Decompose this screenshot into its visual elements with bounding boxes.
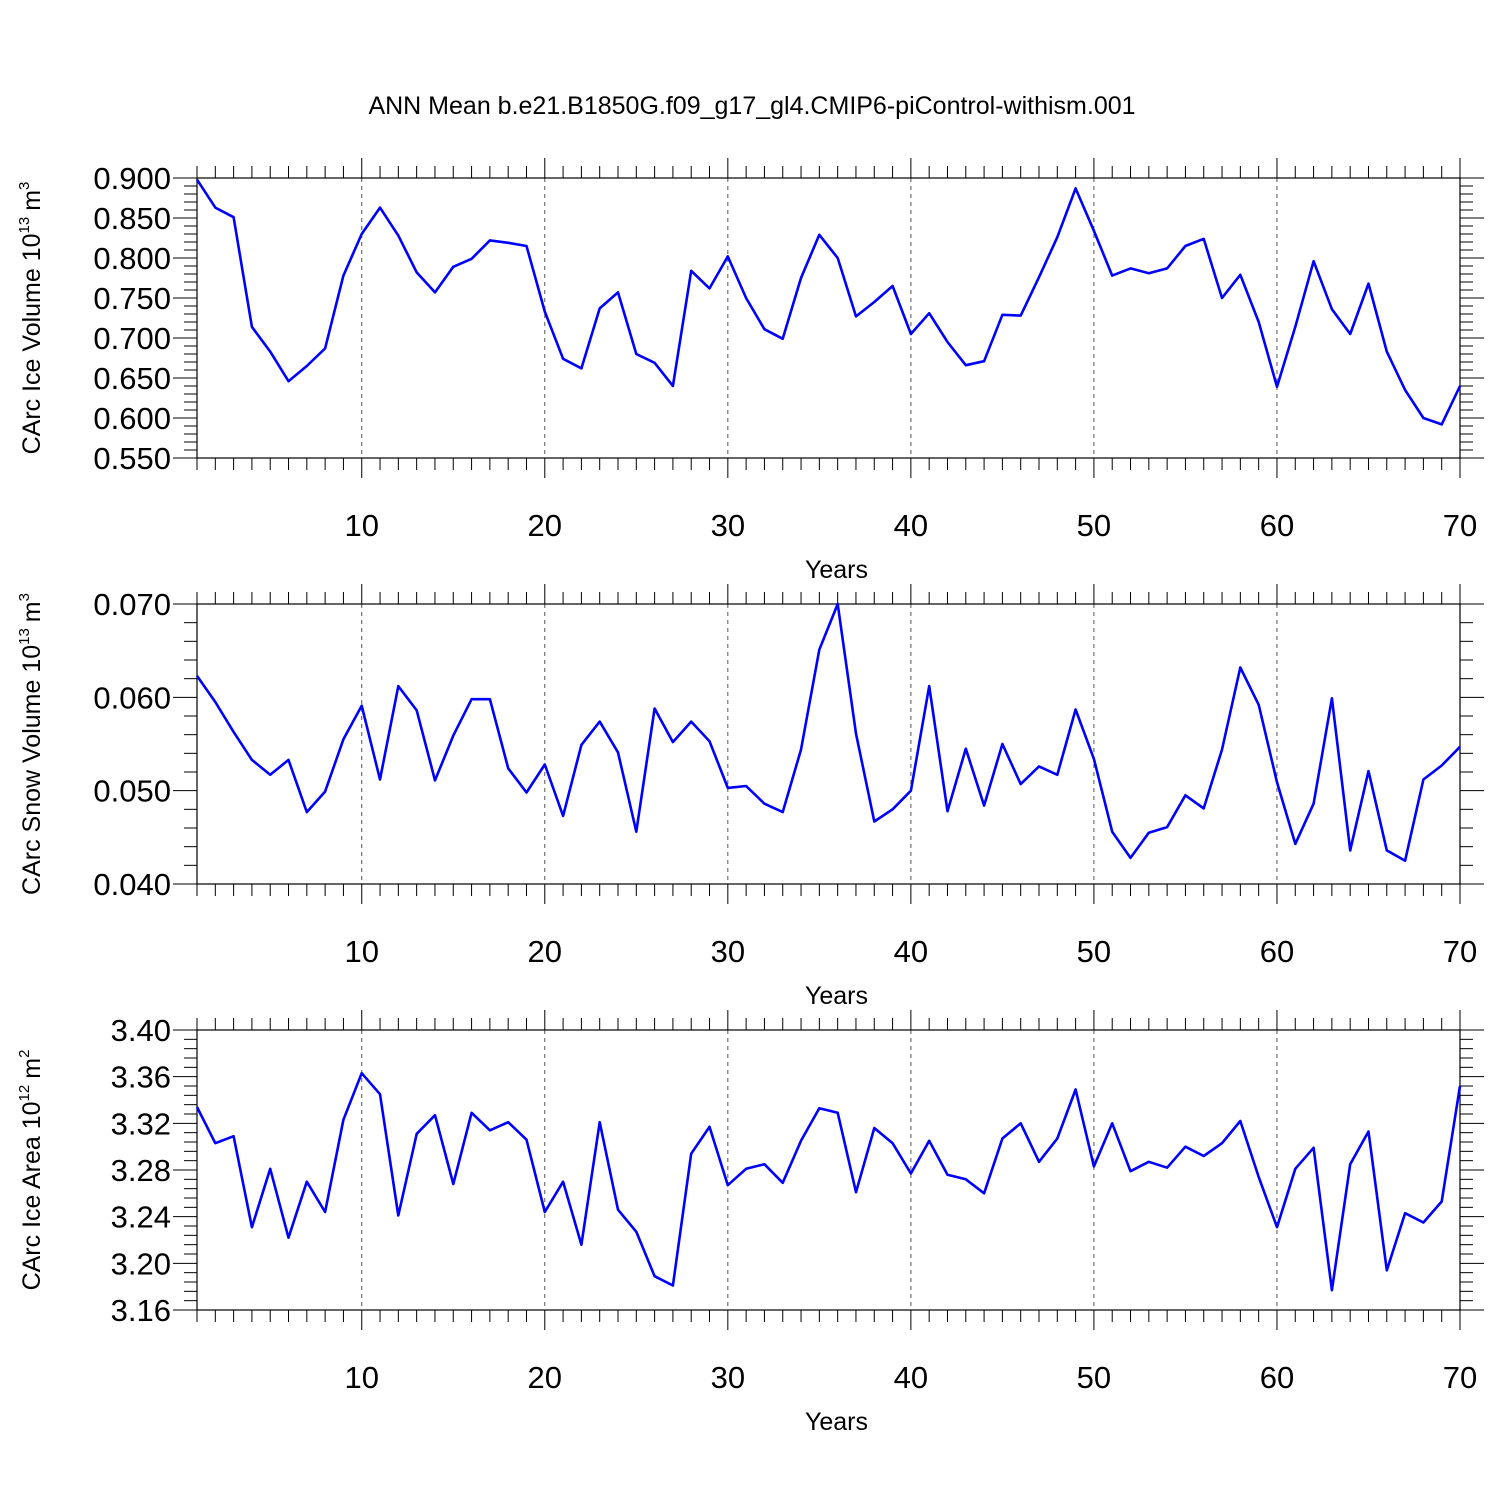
y-tick-label: 0.800 bbox=[93, 241, 171, 276]
y-tick-label: 0.850 bbox=[93, 201, 171, 236]
series-line bbox=[195, 602, 1461, 863]
x-tick-label: 50 bbox=[1077, 508, 1111, 543]
y-tick-label: 3.32 bbox=[111, 1106, 171, 1141]
y-axis-label: CArc Snow Volume 1013 m3 bbox=[16, 593, 46, 895]
x-tick-label: 20 bbox=[528, 934, 562, 969]
y-axis-label-unit-exponent: 2 bbox=[16, 1050, 33, 1058]
y-axis-label-unit-exponent: 3 bbox=[16, 593, 33, 601]
x-tick-label: 60 bbox=[1260, 1360, 1294, 1395]
x-tick-label: 30 bbox=[711, 934, 745, 969]
y-tick-label: 0.060 bbox=[93, 680, 171, 715]
y-tick-label: 3.16 bbox=[111, 1293, 171, 1328]
plot-frame bbox=[196, 603, 1461, 885]
x-tick-label: 40 bbox=[894, 508, 928, 543]
x-tick-label: 20 bbox=[528, 1360, 562, 1395]
x-tick-label: 40 bbox=[894, 1360, 928, 1395]
y-tick-label: 0.700 bbox=[93, 321, 171, 356]
y-tick-label: 3.24 bbox=[111, 1200, 171, 1235]
y-axis-label-unit: m bbox=[18, 190, 46, 211]
y-axis-label-exponent: 12 bbox=[16, 1085, 33, 1102]
x-tick-label: 70 bbox=[1443, 934, 1477, 969]
y-tick-label: 0.900 bbox=[93, 161, 171, 196]
y-tick-label: 3.28 bbox=[111, 1153, 171, 1188]
x-tick-label: 30 bbox=[711, 1360, 745, 1395]
x-tick-label: 60 bbox=[1260, 508, 1294, 543]
x-tick-label: 50 bbox=[1077, 1360, 1111, 1395]
panel-ice-volume: 0.550 0.600 0.650 0.700 0.750 0.800 0.850 0.900… bbox=[16, 158, 1484, 584]
y-tick-label: 3.36 bbox=[111, 1060, 171, 1095]
y-axis-label-unit: m bbox=[18, 1058, 46, 1079]
y-axis-label-text: CArc Ice Area 10 bbox=[18, 1101, 46, 1290]
y-tick-label: 0.070 bbox=[93, 587, 171, 622]
y-axis-label-text: CArc Snow Volume 10 bbox=[18, 645, 46, 895]
panel-ice-area: 3.16 3.20 3.24 3.28 3.32 3.36 3.40 10 20 30 40 50 60… bbox=[16, 1010, 1484, 1436]
panel-snow-volume: 0.040 0.050 0.060 0.070 10 20 30 40 50 60 70 Years C… bbox=[16, 584, 1484, 1010]
y-axis-label-unit-exponent: 3 bbox=[16, 182, 33, 190]
x-axis-label: Years bbox=[805, 982, 868, 1010]
x-axis-label: Years bbox=[805, 556, 868, 584]
x-tick-label: 30 bbox=[711, 508, 745, 543]
y-axis-label-unit: m bbox=[18, 601, 46, 622]
x-tick-label: 50 bbox=[1077, 934, 1111, 969]
y-axis-label-exponent: 13 bbox=[16, 628, 33, 645]
x-tick-label: 70 bbox=[1443, 508, 1477, 543]
y-axis-label: CArc Ice Area 1012 m2 bbox=[16, 1050, 46, 1291]
series-line bbox=[195, 178, 1462, 426]
y-tick-label: 0.750 bbox=[93, 281, 171, 316]
plot-frame bbox=[196, 177, 1461, 459]
x-tick-label: 40 bbox=[894, 934, 928, 969]
y-tick-label: 0.040 bbox=[93, 867, 171, 902]
x-tick-label: 70 bbox=[1443, 1360, 1477, 1395]
x-tick-label: 10 bbox=[344, 1360, 378, 1395]
y-tick-label: 0.050 bbox=[93, 774, 171, 809]
x-axis-label: Years bbox=[805, 1408, 868, 1436]
y-tick-label: 3.20 bbox=[111, 1246, 171, 1281]
y-axis-label: CArc Ice Volume 1013 m3 bbox=[16, 182, 46, 455]
x-tick-label: 60 bbox=[1260, 934, 1294, 969]
x-tick-label: 10 bbox=[344, 508, 378, 543]
chart-title: ANN Mean b.e21.B1850G.f09_g17_gl4.CMIP6-… bbox=[368, 92, 1135, 120]
y-axis-label-exponent: 13 bbox=[16, 217, 33, 234]
y-tick-label: 0.600 bbox=[93, 401, 171, 436]
plot-frame bbox=[196, 1029, 1461, 1311]
x-tick-label: 20 bbox=[528, 508, 562, 543]
y-tick-label: 3.40 bbox=[111, 1013, 171, 1048]
series-line bbox=[195, 1071, 1462, 1292]
y-axis-label-text: CArc Ice Volume 10 bbox=[18, 233, 46, 454]
y-tick-label: 0.550 bbox=[93, 441, 171, 476]
x-tick-label: 10 bbox=[344, 934, 378, 969]
y-tick-label: 0.650 bbox=[93, 361, 171, 396]
